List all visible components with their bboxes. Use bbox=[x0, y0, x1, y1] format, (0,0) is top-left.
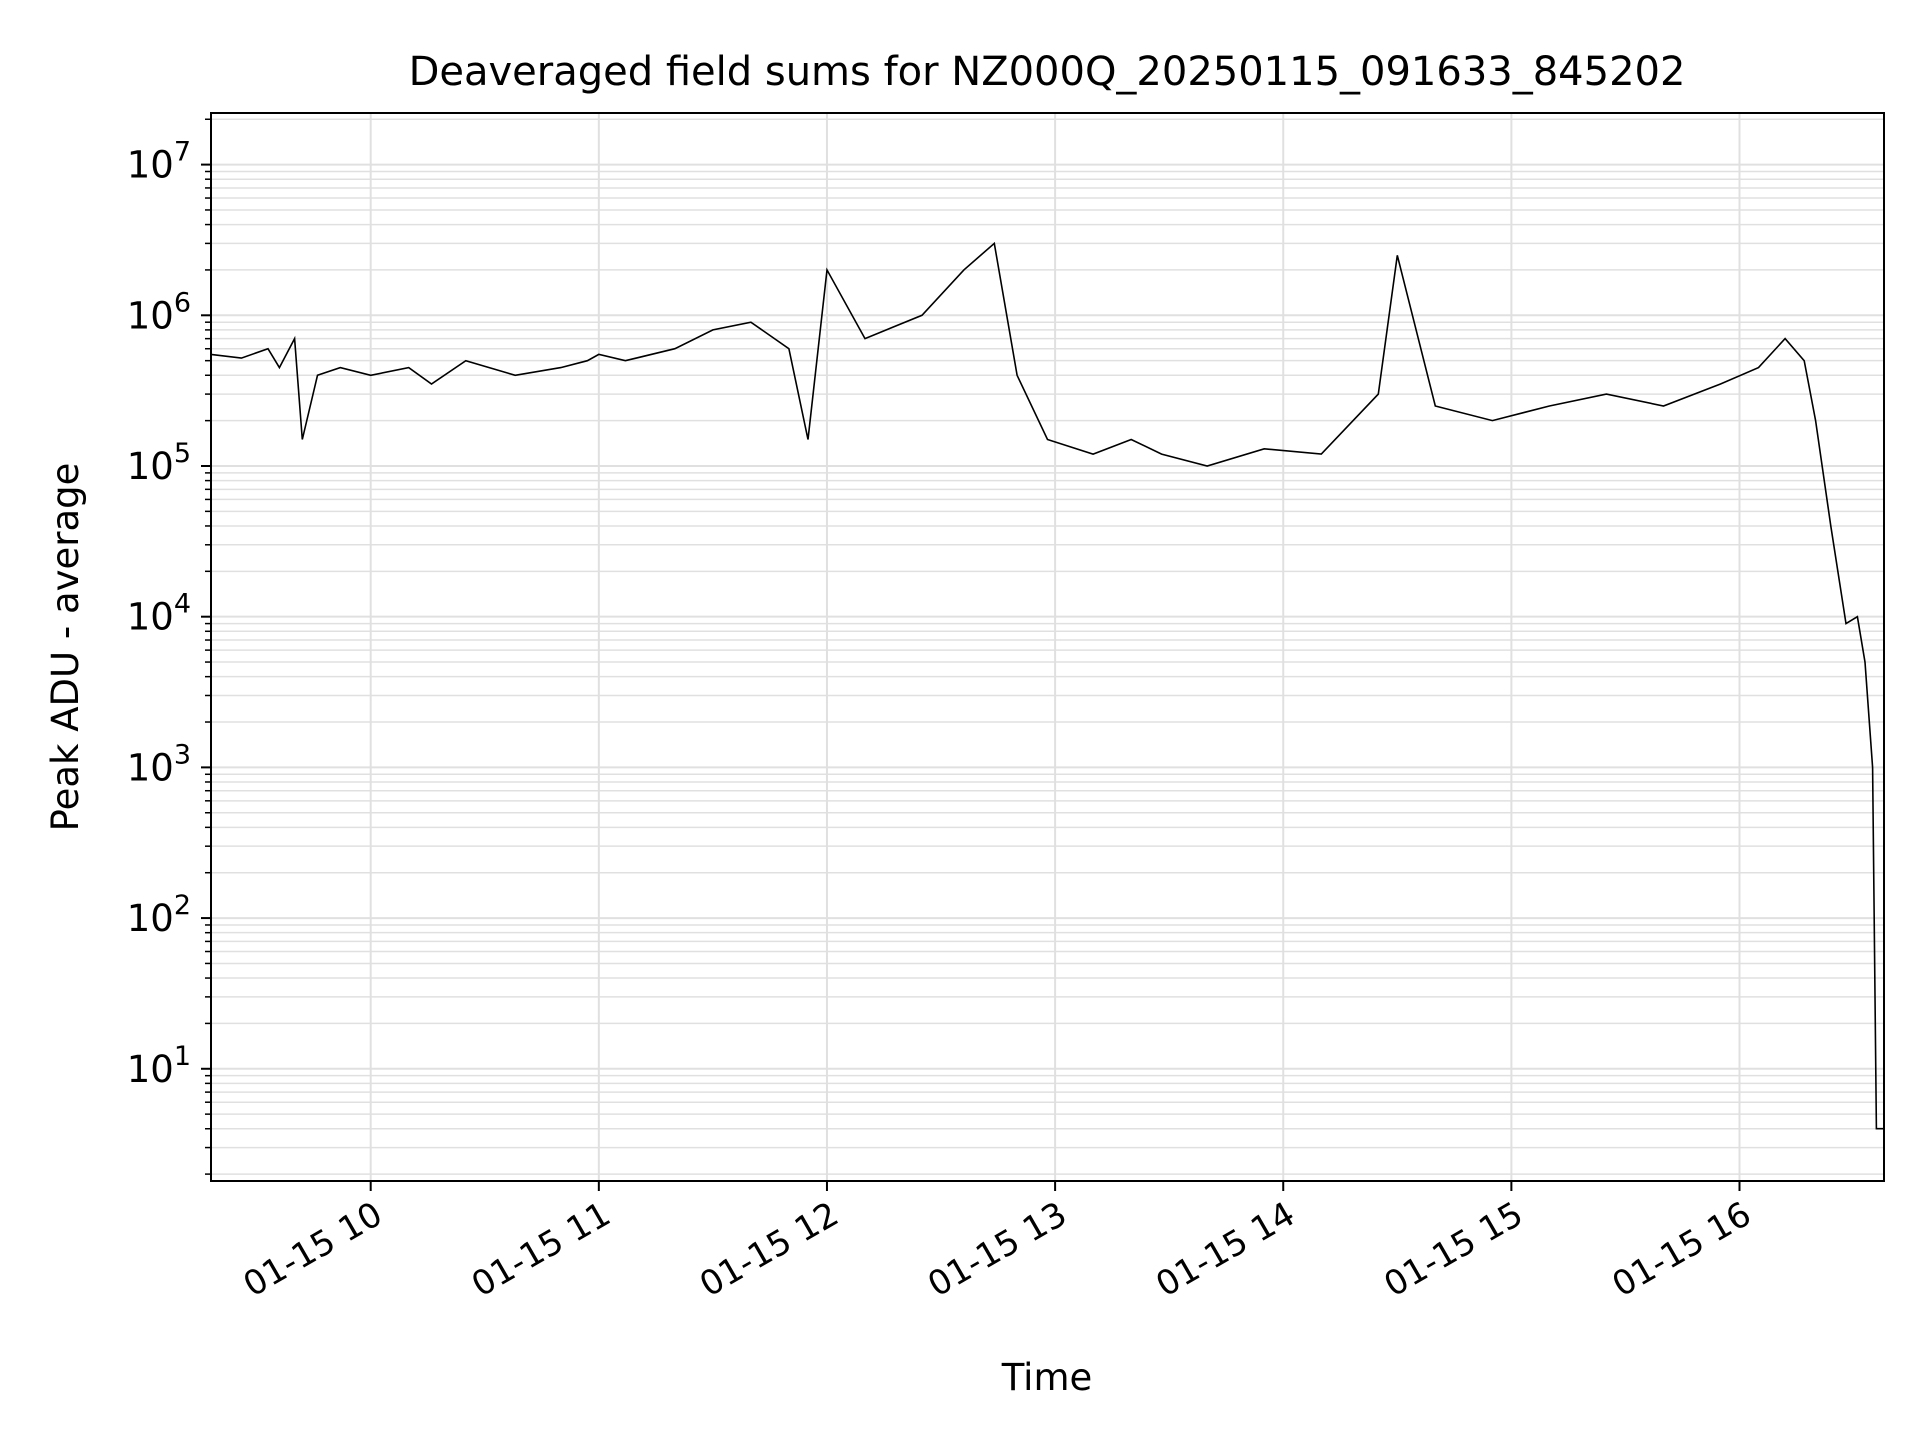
series-layer bbox=[210, 241, 1884, 1130]
y-tick-label: 102 bbox=[127, 890, 191, 940]
y-axis-label: Peak ADU - average bbox=[44, 463, 87, 832]
chart-title: Deaveraged field sums for NZ000Q_2025011… bbox=[409, 49, 1686, 95]
y-tick-label: 103 bbox=[127, 739, 191, 789]
y-tick-label: 101 bbox=[127, 1041, 191, 1091]
grid-lines bbox=[211, 113, 1884, 1181]
plot-frame bbox=[210, 112, 1885, 1182]
x-axis-label: Time bbox=[1001, 1356, 1093, 1399]
series-line bbox=[210, 241, 1884, 1130]
